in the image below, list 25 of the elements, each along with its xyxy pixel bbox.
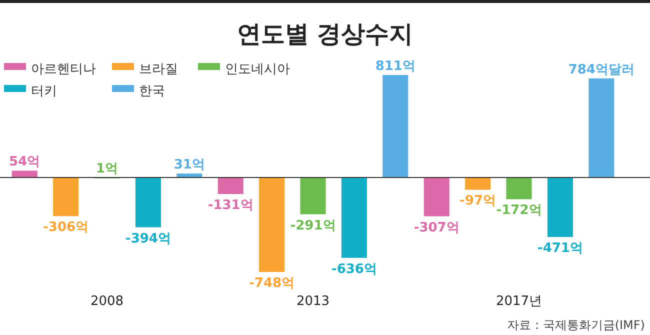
- legend-label: 한국: [139, 84, 165, 99]
- text: 자료 : 국제통화기금(IMF): [507, 318, 645, 332]
- data-label: 31억: [174, 158, 205, 173]
- title: 연도별 경상수지: [236, 20, 414, 48]
- data-label: -748억: [249, 276, 295, 291]
- data-label: 784억달러: [568, 62, 634, 78]
- data-label: -131억: [208, 198, 254, 214]
- legend-label: 인도네시아: [225, 62, 290, 77]
- data-label: -471억: [537, 240, 583, 256]
- data-label: -636억: [331, 262, 377, 277]
- data-label: 1억: [96, 161, 118, 176]
- x-tick-label: 2008: [90, 294, 124, 309]
- legend-label: 브라질: [139, 62, 178, 77]
- x-tick-label: 2013: [296, 294, 330, 309]
- data-label: 54억: [9, 154, 40, 170]
- data-label: -97억: [460, 194, 496, 209]
- data-label: -291억: [290, 218, 336, 234]
- data-label: -307억: [414, 220, 460, 236]
- data-label: 811억: [375, 59, 416, 74]
- x-tick-label: 2017년: [496, 294, 542, 309]
- legend-label: 터키: [31, 84, 57, 99]
- data-label: -394억: [125, 231, 171, 246]
- legend-label: 아르헨티나: [31, 62, 96, 77]
- data-label: -172억: [496, 203, 542, 218]
- data-label: -306억: [43, 220, 89, 236]
